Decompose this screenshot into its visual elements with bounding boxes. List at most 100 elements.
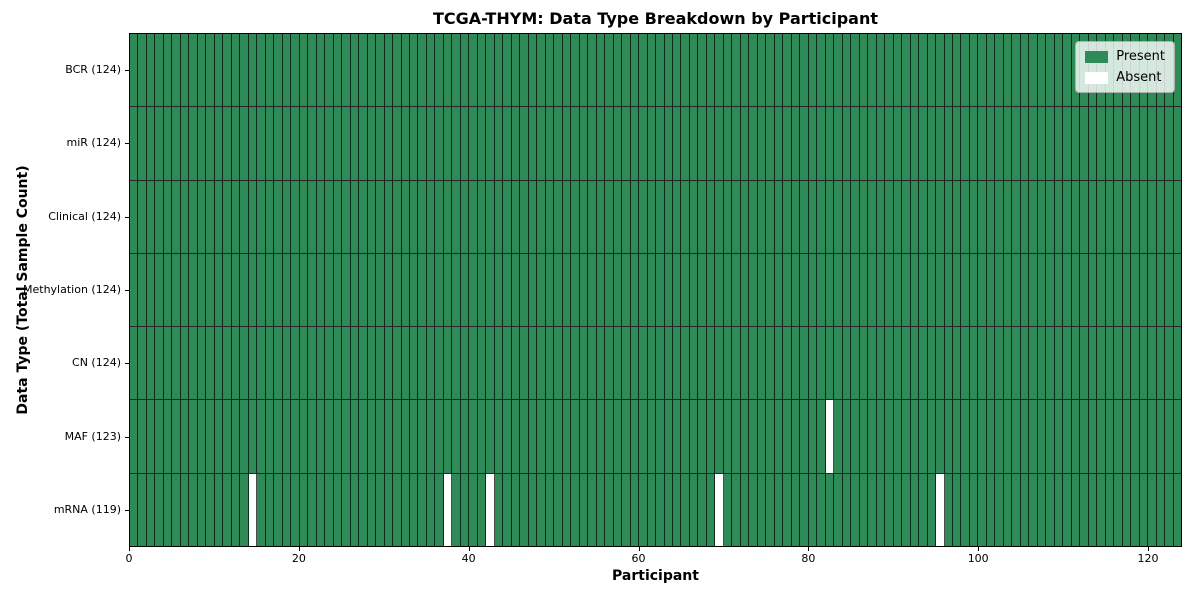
y-tick-label-MAF: MAF (123): [64, 429, 121, 443]
heatmap-cell: [460, 400, 470, 473]
heatmap-cell: [885, 180, 894, 253]
heatmap-cell: [842, 327, 852, 400]
heatmap-cell: [562, 327, 572, 400]
heatmap-cell: [409, 473, 419, 546]
heatmap-cell: [876, 180, 886, 253]
heatmap-cell: [452, 473, 461, 546]
heatmap-cell: [656, 107, 665, 180]
heatmap-cell: [503, 400, 512, 473]
heatmap-cell: [1046, 180, 1055, 253]
heatmap-cell: [605, 473, 614, 546]
heatmap-cell: [698, 327, 707, 400]
heatmap-cell: [130, 253, 139, 327]
heatmap-cell: [664, 473, 673, 546]
heatmap-cell: [800, 34, 809, 107]
heatmap-cell: [842, 253, 852, 327]
y-tick-mark: [125, 143, 129, 145]
heatmap-cell: [189, 253, 198, 327]
heatmap-cell: [893, 34, 903, 107]
heatmap-cell: [579, 400, 589, 473]
heatmap-cell: [486, 180, 495, 253]
heatmap-cell: [1148, 107, 1157, 180]
heatmap-cell: [180, 400, 190, 473]
heatmap-cell: [1148, 400, 1157, 473]
heatmap-cell: [936, 473, 945, 546]
heatmap-cell: [333, 107, 343, 180]
heatmap-cell: [460, 327, 470, 400]
heatmap-cell: [969, 107, 979, 180]
heatmap-cell: [1003, 473, 1013, 546]
heatmap-cell: [698, 180, 707, 253]
heatmap-cell: [1029, 473, 1038, 546]
heatmap-cell: [808, 180, 818, 253]
heatmap-cell: [206, 180, 215, 253]
heatmap-cell: [248, 253, 258, 327]
heatmap-cell: [180, 473, 190, 546]
heatmap-cell: [842, 400, 852, 473]
heatmap-cell: [206, 34, 215, 107]
heatmap-cell: [1088, 473, 1098, 546]
heatmap-cell: [851, 473, 860, 546]
heatmap-cell: [265, 253, 275, 327]
heatmap-cell: [825, 180, 835, 253]
heatmap-cell: [443, 253, 453, 327]
heatmap-cell: [172, 327, 181, 400]
heatmap-cell: [1020, 400, 1030, 473]
heatmap-cell: [919, 34, 928, 107]
heatmap-cell: [851, 180, 860, 253]
heatmap-cell: [817, 253, 826, 327]
heatmap-cell: [910, 253, 920, 327]
heatmap-cell: [240, 180, 249, 253]
heatmap-cell: [291, 34, 300, 107]
heatmap-cell: [859, 34, 869, 107]
heatmap-cell: [409, 107, 419, 180]
heatmap-cell: [299, 400, 309, 473]
heatmap-cell: [308, 180, 317, 253]
heatmap-cell: [1105, 327, 1115, 400]
heatmap-cell: [426, 180, 436, 253]
heatmap-cell: [936, 327, 945, 400]
heatmap-cell: [1046, 107, 1055, 180]
heatmap-cell: [274, 473, 283, 546]
heatmap-cell: [723, 107, 733, 180]
heatmap-cell: [859, 473, 869, 546]
heatmap-cell: [1012, 107, 1021, 180]
heatmap-row-Methylation: [130, 253, 1182, 328]
heatmap-cell: [876, 327, 886, 400]
heatmap-cell: [146, 34, 156, 107]
heatmap-cell: [978, 327, 987, 400]
heatmap-cell: [1003, 327, 1013, 400]
heatmap-cell: [639, 253, 648, 327]
heatmap-cell: [664, 253, 673, 327]
heatmap-cell: [579, 473, 589, 546]
heatmap-cell: [1080, 400, 1089, 473]
heatmap-cell: [1063, 473, 1072, 546]
heatmap-cell: [520, 34, 529, 107]
heatmap-cell: [155, 473, 164, 546]
heatmap-cell: [180, 34, 190, 107]
heatmap-cell: [494, 180, 504, 253]
heatmap-cell: [969, 253, 979, 327]
heatmap-cell: [774, 400, 784, 473]
legend-item-present: Present: [1085, 49, 1165, 64]
heatmap-cell: [1029, 34, 1038, 107]
heatmap-cell: [1173, 327, 1182, 400]
heatmap-cell: [596, 253, 606, 327]
heatmap-cell: [936, 34, 945, 107]
heatmap-cell: [282, 34, 292, 107]
heatmap-cell: [189, 473, 198, 546]
heatmap-cell: [1156, 400, 1166, 473]
heatmap-cell: [163, 107, 173, 180]
heatmap-cell: [689, 327, 699, 400]
heatmap-cell: [1122, 400, 1132, 473]
heatmap-cell: [308, 327, 317, 400]
heatmap-cell: [460, 107, 470, 180]
heatmap-cell: [834, 473, 843, 546]
heatmap-cell: [299, 253, 309, 327]
heatmap-cell: [138, 180, 147, 253]
heatmap-cell: [961, 473, 970, 546]
heatmap-cell: [409, 253, 419, 327]
heatmap-cell: [902, 400, 911, 473]
heatmap-cell: [800, 107, 809, 180]
heatmap-cell: [435, 107, 444, 180]
